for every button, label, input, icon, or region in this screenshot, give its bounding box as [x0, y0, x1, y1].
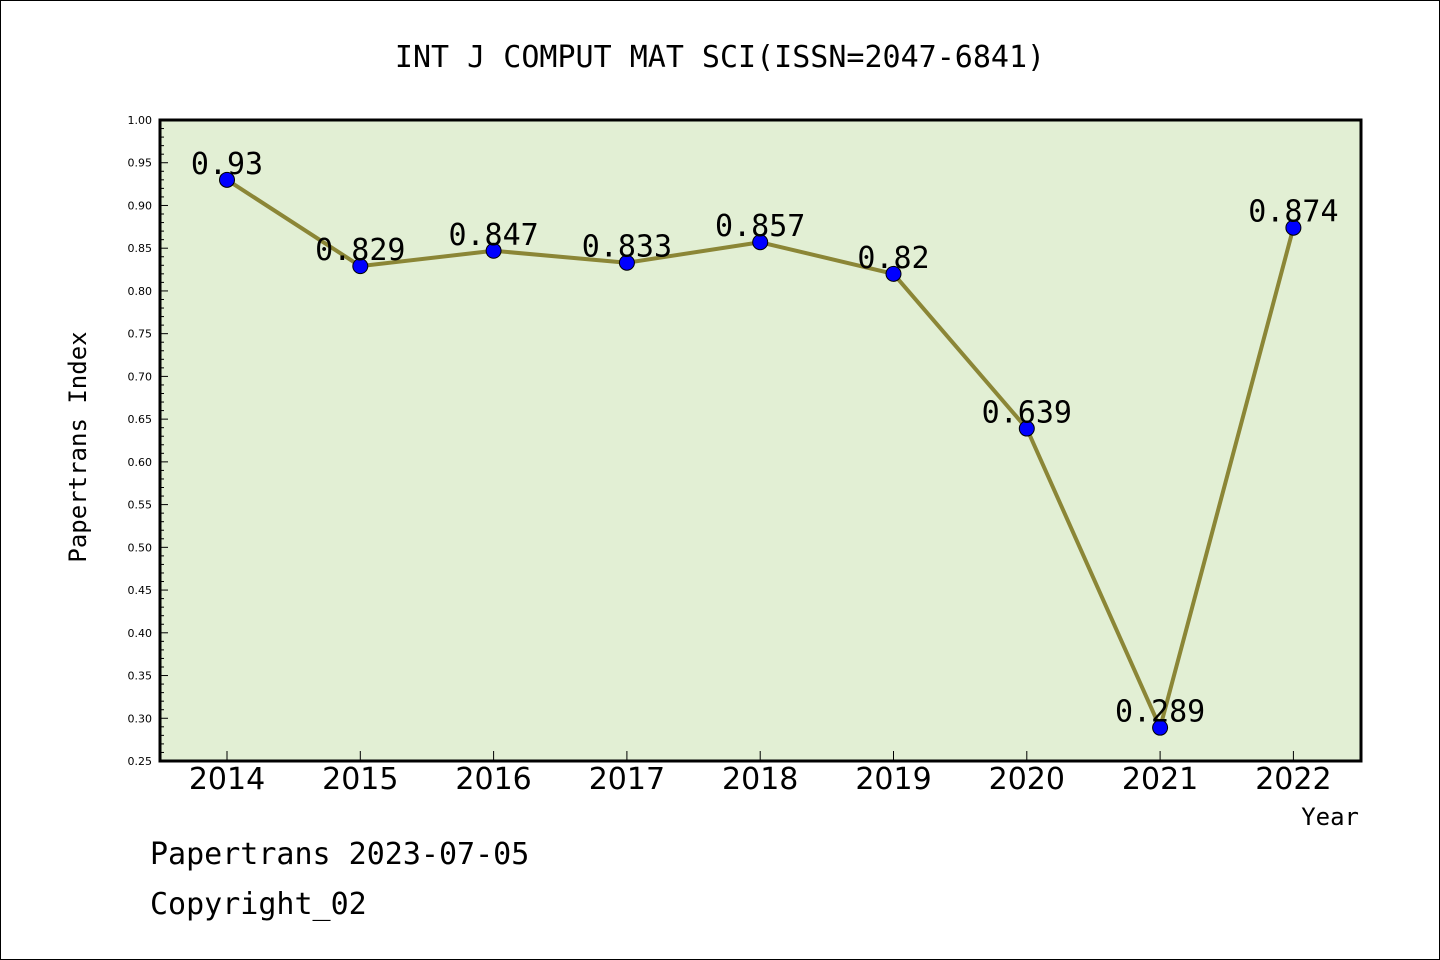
x-tick-label: 2018: [722, 762, 798, 797]
y-tick-label: 0.70: [128, 370, 153, 383]
x-tick-label: 2020: [989, 762, 1065, 797]
y-tick-label: 0.85: [128, 242, 153, 255]
y-tick-label: 1.00: [128, 114, 153, 127]
x-tick-label: 2019: [855, 762, 931, 797]
data-labels: 0.93 0.829 0.847 0.833 0.857 0.82 0.639 0.289 0.…: [191, 147, 1339, 730]
data-point: [1285, 219, 1302, 236]
data-label: 0.874: [1248, 195, 1338, 230]
data-label: 0.93: [191, 147, 263, 182]
y-tick-label: 0.90: [128, 199, 153, 212]
x-tick-label: 2016: [455, 762, 531, 797]
y-tick-label: 0.60: [128, 456, 153, 469]
plot-area: [160, 120, 1361, 761]
y-tick-label: 0.30: [128, 712, 153, 725]
data-label: 0.857: [715, 209, 805, 244]
data-point: [618, 254, 635, 271]
x-tick-label: 2014: [189, 762, 265, 797]
y-tick-label: 0.25: [128, 755, 153, 768]
x-tick-label: 2021: [1122, 762, 1198, 797]
y-tick-label: 0.95: [128, 157, 153, 170]
data-point: [885, 265, 902, 282]
y-tick-label: 0.50: [128, 541, 153, 554]
chart-title: INT J COMPUT MAT SCI(ISSN=2047-6841): [395, 40, 1045, 75]
data-point: [352, 258, 369, 275]
x-tick-label: 2015: [322, 762, 398, 797]
footer-date: Papertrans 2023-07-05: [150, 837, 529, 872]
data-markers: [219, 171, 1302, 736]
data-point: [485, 242, 502, 259]
y-tick-label: 0.40: [128, 627, 153, 640]
y-tick-label: 0.75: [128, 328, 153, 341]
data-point: [1152, 719, 1169, 736]
y-axis-label: Papertrans Index: [64, 331, 92, 562]
data-label: 0.833: [582, 230, 672, 265]
x-axis-label: Year: [1301, 803, 1359, 831]
y-tick-label: 0.65: [128, 413, 153, 426]
footer-copyright: Copyright_02: [150, 887, 367, 922]
y-tick-label: 0.80: [128, 285, 153, 298]
data-point: [1018, 420, 1035, 437]
data-label: 0.289: [1115, 695, 1205, 730]
y-tick-label: 0.45: [128, 584, 153, 597]
x-axis: 2014 2015 2016 2017 2018 2019 2020 2021 2022: [189, 751, 1332, 797]
data-point: [752, 234, 769, 251]
y-tick-label: 0.55: [128, 499, 153, 512]
y-axis: 0.25 0.30 0.35 0.40 0.45 0.50 0.55 0.60 0.65 0.70…: [128, 114, 168, 768]
y-tick-label: 0.35: [128, 670, 153, 683]
plot-border: [158, 118, 1363, 763]
data-point: [219, 171, 235, 188]
data-label: 0.639: [982, 396, 1072, 431]
data-label: 0.829: [315, 233, 405, 268]
x-tick-label: 2022: [1255, 762, 1331, 797]
data-label: 0.82: [857, 241, 929, 276]
data-label: 0.847: [448, 218, 538, 253]
x-tick-label: 2017: [589, 762, 665, 797]
